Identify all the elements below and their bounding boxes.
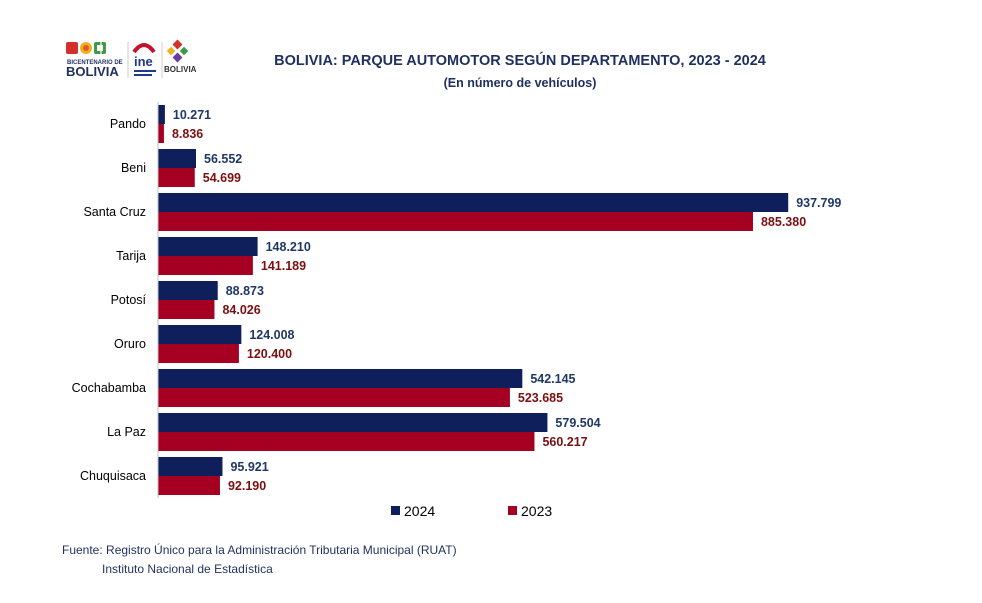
- bar-2024: [158, 237, 258, 256]
- category-label: Beni: [121, 161, 146, 175]
- category-label: Tarija: [116, 249, 146, 263]
- chart-title: BOLIVIA: PARQUE AUTOMOTOR SEGÚN DEPARTAM…: [274, 53, 766, 69]
- legend: 2024 2023: [391, 503, 552, 519]
- category-label: La Paz: [107, 425, 146, 439]
- value-label-2023: 523.685: [518, 391, 563, 405]
- value-label-2023: 8.836: [172, 127, 203, 141]
- legend-label-2023: 2023: [521, 503, 552, 519]
- bar-2023: [158, 388, 510, 407]
- value-label-2024: 95.921: [230, 460, 268, 474]
- value-label-2024: 542.145: [530, 372, 575, 386]
- institutional-logos: BICENTENARIO DE BOLIVIA ine BOLIVIA: [66, 39, 197, 79]
- bicentenario-big-text: BOLIVIA: [66, 64, 119, 79]
- bar-2024: [158, 457, 223, 476]
- value-label-2024: 124.008: [249, 328, 294, 342]
- category-label: Cochabamba: [72, 381, 146, 395]
- value-label-2024: 56.552: [204, 152, 242, 166]
- bar-2024: [158, 193, 789, 212]
- bar-2024: [158, 325, 242, 344]
- ine-text: ine: [134, 54, 153, 69]
- value-label-2023: 92.190: [228, 479, 266, 493]
- ine-logo: ine: [132, 43, 156, 76]
- source-note: Fuente: Registro Único para la Administr…: [62, 543, 457, 557]
- bar-2024: [158, 281, 218, 300]
- category-label: Potosí: [111, 293, 147, 307]
- source-institution: Instituto Nacional de Estadística: [102, 562, 273, 576]
- bar-2023: [158, 124, 164, 143]
- value-label-2024: 10.271: [173, 108, 211, 122]
- value-label-2023: 84.026: [222, 303, 260, 317]
- legend-label-2024: 2024: [404, 503, 435, 519]
- category-label: Oruro: [114, 337, 146, 351]
- bar-2024: [158, 369, 523, 388]
- bar-2023: [158, 476, 220, 495]
- legend-swatch-2023: [508, 506, 517, 515]
- value-label-2024: 937.799: [796, 196, 841, 210]
- category-label: Santa Cruz: [83, 205, 146, 219]
- value-label-2024: 579.504: [555, 416, 600, 430]
- bar-2023: [158, 344, 239, 363]
- bar-2023: [158, 300, 215, 319]
- value-label-2023: 54.699: [203, 171, 241, 185]
- legend-swatch-2024: [391, 506, 400, 515]
- estado-text: BOLIVIA: [164, 65, 197, 74]
- chart-subtitle: (En número de vehículos): [443, 76, 597, 90]
- category-label: Chuquisaca: [80, 469, 146, 483]
- bar-2023: [158, 432, 535, 451]
- value-label-2023: 120.400: [247, 347, 292, 361]
- bars: [158, 105, 789, 495]
- bar-2023: [158, 168, 195, 187]
- estado-logo: BOLIVIA: [164, 39, 197, 74]
- bar-2024: [158, 149, 197, 168]
- value-label-2023: 885.380: [761, 215, 806, 229]
- bar-2024: [158, 105, 165, 124]
- category-label: Pando: [110, 117, 146, 131]
- value-label-2023: 141.189: [261, 259, 306, 273]
- bar-2023: [158, 212, 753, 231]
- bar-2023: [158, 256, 253, 275]
- value-label-2024: 88.873: [226, 284, 264, 298]
- value-label-2023: 560.217: [542, 435, 587, 449]
- bicentenario-logo: BICENTENARIO DE BOLIVIA: [66, 42, 123, 79]
- bicentenario-small-text: BICENTENARIO DE: [67, 60, 123, 66]
- category-labels: Pando Beni Santa Cruz Tarija Potosí Oruro Coch…: [72, 117, 147, 483]
- value-label-2024: 148.210: [266, 240, 311, 254]
- bar-2024: [158, 413, 548, 432]
